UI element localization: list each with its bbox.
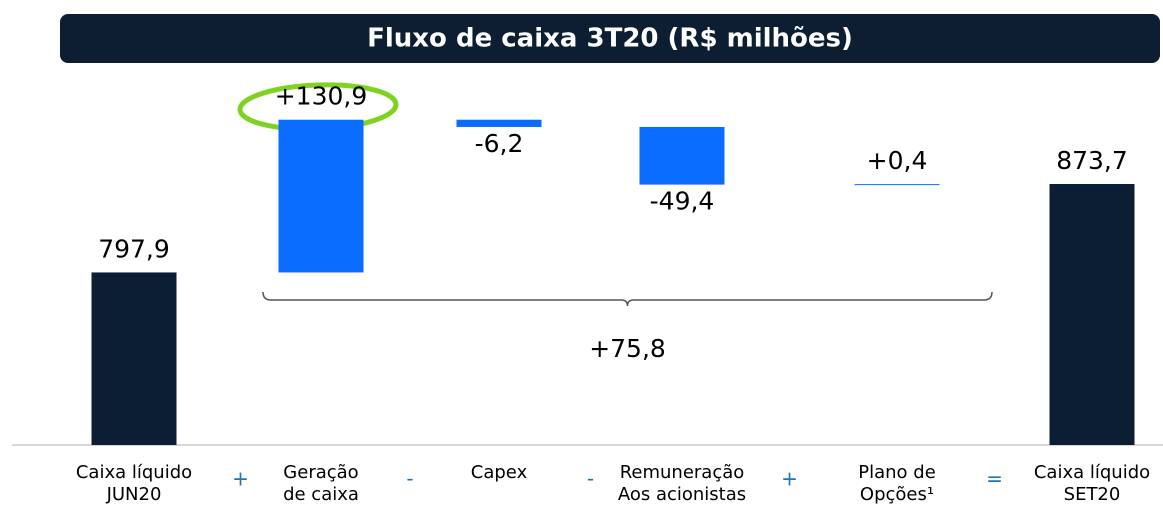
x-tick-label-line: Remuneração	[620, 462, 745, 483]
x-tick-label: Caixa líquido SET20	[1034, 462, 1150, 505]
value-label: -49,4	[650, 187, 715, 216]
bar	[278, 119, 364, 273]
chart-title: Fluxo de caixa 3T20 (R$ milhões)	[367, 24, 853, 54]
bar	[1049, 184, 1135, 445]
x-tick-label: Caixa líquido JUN20	[76, 462, 192, 505]
x-tick-label-line: Caixa líquido	[1034, 462, 1150, 483]
operator: -	[406, 467, 413, 491]
bar	[639, 126, 725, 185]
x-tick-label-line: Geração	[283, 462, 358, 483]
value-label: 797,9	[98, 234, 170, 263]
x-tick-label: Remuneração Aos acionistas	[618, 462, 746, 505]
operator: =	[986, 467, 1003, 491]
bar	[456, 119, 542, 127]
x-tick-label-line: de caixa	[283, 484, 359, 505]
x-tick-label-line: Caixa líquido	[76, 462, 192, 483]
annotation: +75,8	[589, 334, 666, 363]
x-tick-label-line: Opções¹	[860, 484, 934, 505]
title-bar	[60, 14, 1160, 63]
operator: +	[232, 467, 249, 491]
operator: -	[587, 467, 594, 491]
x-tick-label: Geração de caixa	[283, 462, 359, 505]
value-label: 873,7	[1056, 146, 1128, 175]
value-label: -6,2	[475, 129, 524, 158]
value-label: +130,9	[275, 82, 368, 111]
x-tick-label: Capex	[471, 462, 528, 483]
operator: +	[781, 467, 798, 491]
bar	[854, 184, 940, 186]
x-tick-label: Plano de Opções¹	[858, 462, 936, 505]
x-tick-label-line: Aos acionistas	[618, 484, 746, 505]
bracket	[262, 291, 993, 307]
x-tick-label-line: SET20	[1064, 484, 1121, 505]
x-tick-label-line: Capex	[471, 462, 528, 483]
bar	[91, 272, 177, 445]
value-label: +0,4	[867, 146, 928, 175]
x-tick-label-line: JUN20	[106, 484, 162, 505]
x-tick-label-line: Plano de	[858, 462, 936, 483]
